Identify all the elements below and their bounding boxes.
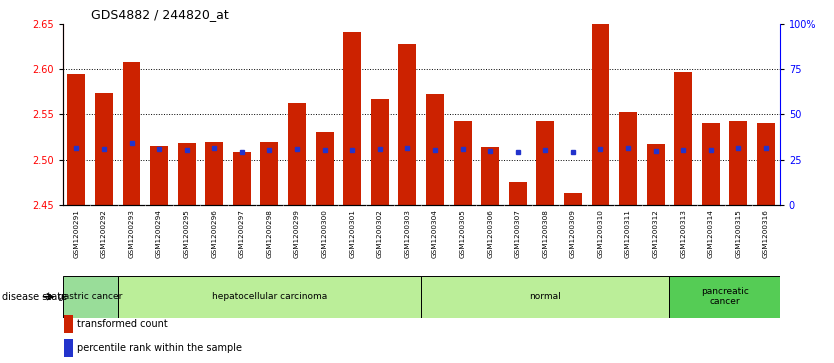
Text: disease state: disease state [2, 292, 67, 302]
Bar [118, 276, 421, 318]
Bar [730, 121, 747, 205]
Text: GSM1200308: GSM1200308 [542, 209, 548, 257]
Bar [591, 22, 610, 205]
Bar [260, 142, 279, 205]
Text: GSM1200291: GSM1200291 [73, 209, 79, 257]
Text: GSM1200307: GSM1200307 [515, 209, 520, 257]
Bar [702, 123, 720, 205]
Bar [178, 143, 196, 205]
Bar [205, 142, 224, 205]
Text: GSM1200302: GSM1200302 [377, 209, 383, 257]
Text: GSM1200299: GSM1200299 [294, 209, 300, 257]
Text: GSM1200315: GSM1200315 [736, 209, 741, 257]
Text: GSM1200309: GSM1200309 [570, 209, 576, 257]
Text: GDS4882 / 244820_at: GDS4882 / 244820_at [91, 8, 229, 21]
Text: GSM1200305: GSM1200305 [460, 209, 465, 257]
Bar [344, 32, 361, 205]
Text: pancreatic
cancer: pancreatic cancer [701, 287, 749, 306]
Text: GSM1200293: GSM1200293 [128, 209, 134, 257]
Bar [509, 182, 527, 205]
Bar [399, 44, 416, 205]
Bar [288, 102, 306, 205]
Text: GSM1200296: GSM1200296 [211, 209, 218, 257]
Text: GSM1200303: GSM1200303 [404, 209, 410, 257]
Text: GSM1200301: GSM1200301 [349, 209, 355, 257]
Bar [68, 73, 85, 205]
Bar [64, 315, 73, 333]
Text: hepatocellular carcinoma: hepatocellular carcinoma [212, 292, 327, 301]
Text: GSM1200294: GSM1200294 [156, 209, 162, 257]
Bar [315, 132, 334, 205]
Bar [674, 72, 692, 205]
Text: GSM1200304: GSM1200304 [432, 209, 438, 257]
Text: GSM1200292: GSM1200292 [101, 209, 107, 257]
Bar [454, 121, 471, 205]
Bar [619, 111, 637, 205]
Text: GSM1200312: GSM1200312 [653, 209, 659, 257]
Bar [64, 339, 73, 357]
Text: GSM1200316: GSM1200316 [763, 209, 769, 257]
Bar [426, 94, 444, 205]
Text: percentile rank within the sample: percentile rank within the sample [77, 343, 242, 353]
Text: GSM1200310: GSM1200310 [597, 209, 604, 257]
Text: gastric cancer: gastric cancer [58, 292, 123, 301]
Text: GSM1200295: GSM1200295 [183, 209, 189, 257]
Text: transformed count: transformed count [77, 319, 168, 330]
Bar [670, 276, 780, 318]
Text: GSM1200306: GSM1200306 [487, 209, 493, 257]
Bar [123, 62, 140, 205]
Bar [757, 123, 775, 205]
Text: GSM1200300: GSM1200300 [322, 209, 328, 257]
Text: GSM1200313: GSM1200313 [681, 209, 686, 257]
Bar [233, 152, 251, 205]
Text: GSM1200298: GSM1200298 [266, 209, 273, 257]
Bar [63, 276, 118, 318]
Bar [646, 144, 665, 205]
Bar [150, 146, 168, 205]
Bar [421, 276, 670, 318]
Text: GSM1200297: GSM1200297 [239, 209, 245, 257]
Bar [481, 147, 499, 205]
Text: GSM1200314: GSM1200314 [708, 209, 714, 257]
Text: normal: normal [530, 292, 561, 301]
Bar [536, 121, 555, 205]
Bar [564, 193, 582, 205]
Text: GSM1200311: GSM1200311 [625, 209, 631, 257]
Bar [371, 99, 389, 205]
Bar [95, 93, 113, 205]
